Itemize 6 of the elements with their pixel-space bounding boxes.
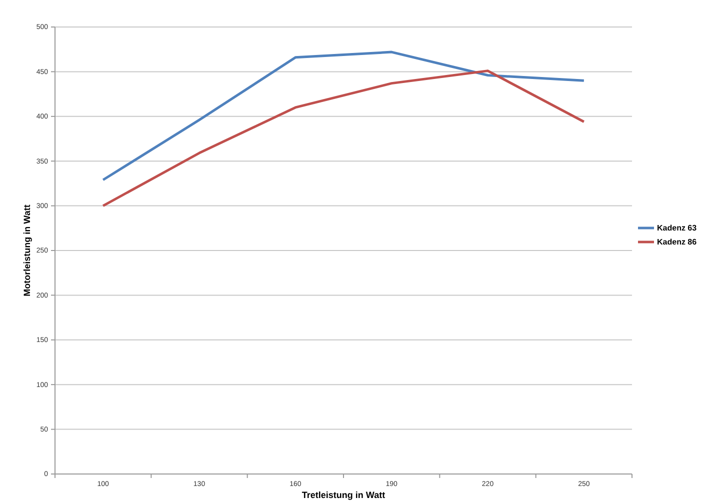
legend-label: Kadenz 86	[657, 238, 698, 247]
line-series	[102, 50, 586, 182]
y-axis-title: Motorleistung in Watt	[22, 204, 32, 296]
x-axis-title: Tretleistung in Watt	[302, 490, 386, 500]
legend-label: Kadenz 63	[657, 224, 698, 233]
line-series	[102, 70, 586, 208]
